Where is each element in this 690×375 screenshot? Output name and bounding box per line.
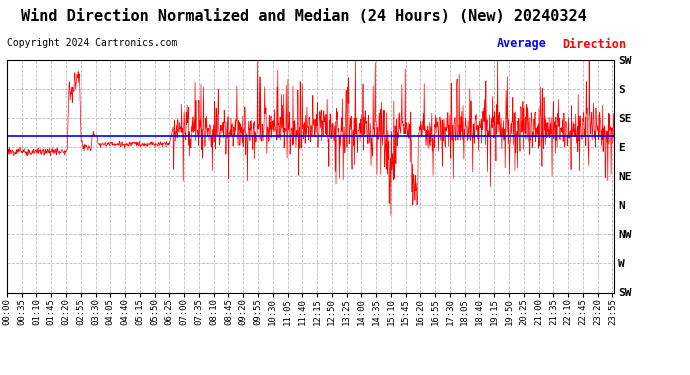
Text: Direction: Direction	[562, 38, 627, 51]
Text: Wind Direction Normalized and Median (24 Hours) (New) 20240324: Wind Direction Normalized and Median (24…	[21, 9, 586, 24]
Text: Copyright 2024 Cartronics.com: Copyright 2024 Cartronics.com	[7, 38, 177, 48]
Text: Average: Average	[497, 38, 546, 51]
